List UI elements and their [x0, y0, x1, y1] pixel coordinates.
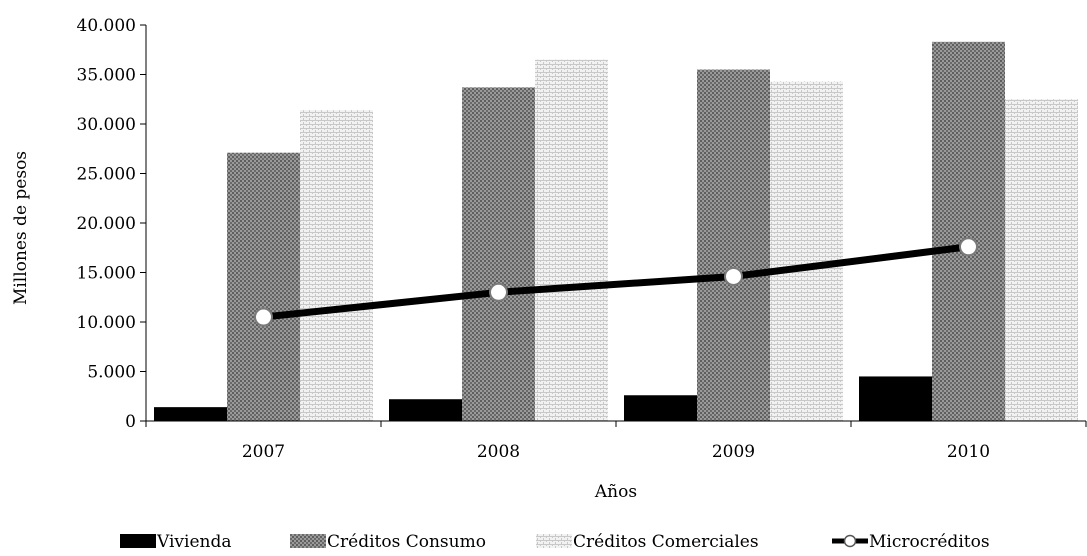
y-tick-label: 25.000	[77, 165, 136, 185]
legend-label-microcreditos: Microcréditos	[869, 532, 990, 552]
bar-creditos-consumo-2008	[462, 87, 535, 422]
x-axis-title: Años	[594, 482, 637, 502]
legend-swatch-creditos-comerciales	[536, 534, 572, 548]
bar-creditos-consumo-2010	[932, 41, 1005, 422]
legend: Vivienda Créditos Consumo Créditos Comerci…	[120, 532, 990, 552]
y-tick-label: 10.000	[77, 313, 136, 333]
bar-creditos-comerciales-2007	[300, 110, 373, 421]
x-tick-label: 2008	[477, 442, 520, 462]
y-tick-label: 5.000	[87, 363, 136, 383]
y-axis-title: Millones de pesos	[11, 151, 31, 305]
bar-creditos-comerciales-2008	[535, 59, 608, 422]
line-microcreditos	[263, 243, 969, 321]
bar-creditos-comerciales-2009	[770, 81, 843, 422]
bars-layer	[154, 41, 1078, 422]
point-microcreditos-2009	[724, 266, 743, 286]
bar-vivienda-2010	[859, 376, 932, 421]
x-tick-label: 2007	[242, 442, 285, 462]
y-tick-label: 15.000	[77, 264, 136, 284]
legend-label-creditos-comerciales: Créditos Comerciales	[573, 532, 759, 552]
x-tick-label: 2009	[712, 442, 755, 462]
x-tick-label: 2010	[947, 442, 990, 462]
point-microcreditos-2010	[959, 237, 978, 257]
legend-swatch-creditos-consumo	[290, 534, 326, 548]
bar-vivienda-2009	[624, 395, 697, 421]
axes-layer: 0 5.000 10.000 15.000 20.000 25.000 30.000 35.0…	[77, 16, 1087, 462]
bar-creditos-consumo-2007	[227, 152, 300, 421]
bar-vivienda-2007	[154, 407, 227, 421]
point-microcreditos-2008	[489, 282, 508, 302]
legend-label-vivienda: Vivienda	[156, 532, 231, 552]
bar-vivienda-2008	[389, 399, 462, 421]
bar-creditos-consumo-2009	[697, 69, 770, 422]
legend-swatch-vivienda	[120, 534, 156, 548]
point-microcreditos-2007	[254, 307, 273, 327]
y-tick-label: 20.000	[77, 214, 136, 234]
y-tick-label: 40.000	[77, 16, 136, 36]
line-layer	[254, 237, 978, 327]
legend-marker-microcreditos	[843, 534, 857, 548]
y-tick-label: 0	[125, 412, 136, 432]
y-tick-label: 35.000	[77, 66, 136, 86]
legend-label-creditos-consumo: Créditos Consumo	[327, 532, 486, 552]
bar-creditos-comerciales-2010	[1005, 99, 1078, 421]
y-tick-label: 30.000	[77, 115, 136, 135]
